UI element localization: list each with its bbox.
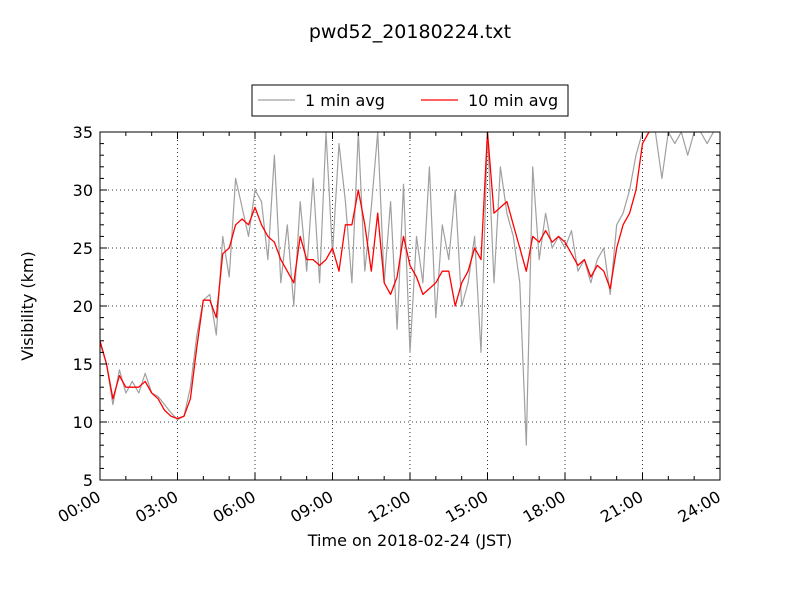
y-tick-label: 25: [73, 239, 93, 258]
chart-title: pwd52_20180224.txt: [309, 21, 511, 43]
x-axis-label: Time on 2018-02-24 (JST): [307, 531, 512, 550]
series-group: [100, 132, 715, 446]
y-axis-label: Visibility (km): [18, 251, 37, 360]
legend-box: [251, 84, 569, 117]
series-line-10min-avg: [100, 132, 650, 420]
y-tick-label: 5: [83, 471, 93, 490]
legend-label-10min-avg: 10 min avg: [468, 91, 558, 110]
y-tick-label: 15: [73, 355, 93, 374]
y-tick-label: 35: [73, 123, 93, 142]
legend-label-1min-avg: 1 min avg: [305, 91, 385, 110]
legend: 1 min avg 10 min avg: [251, 84, 569, 117]
y-tick-label: 30: [73, 181, 93, 200]
y-tick-label: 10: [73, 413, 93, 432]
y-tick-label: 20: [73, 297, 93, 316]
